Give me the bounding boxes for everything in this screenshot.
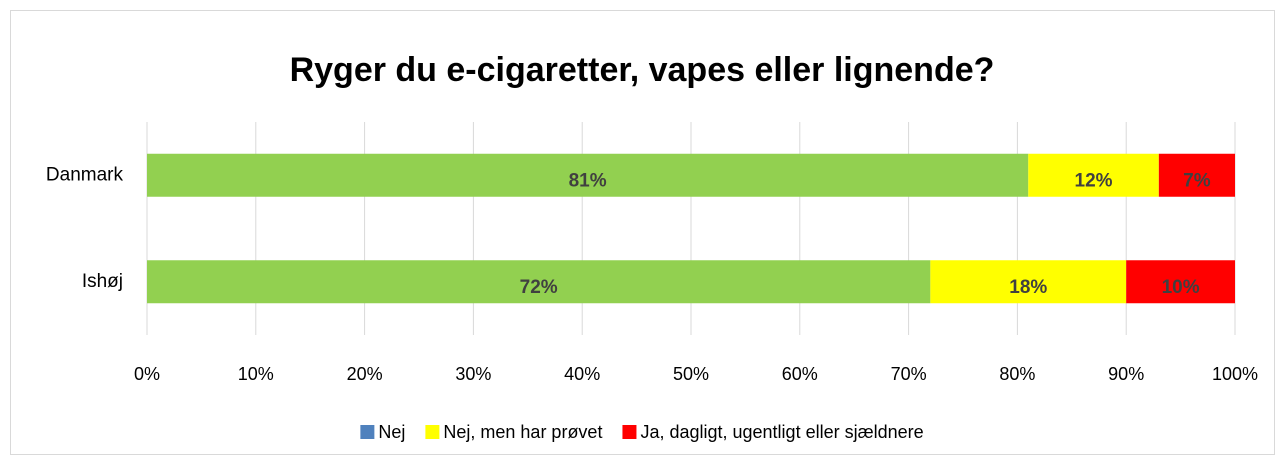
chart-border xyxy=(10,10,1275,455)
x-tick-label: 100% xyxy=(1212,364,1258,384)
bar-segment xyxy=(147,153,1029,197)
bar-segment xyxy=(930,260,1127,304)
legend-label: Nej, men har prøvet xyxy=(443,422,602,442)
data-label: 10% xyxy=(1162,277,1200,298)
x-tick-label: 60% xyxy=(782,364,818,384)
x-tick-label: 70% xyxy=(891,364,927,384)
y-tick-label: Ishøj xyxy=(82,271,123,292)
data-label: 7% xyxy=(1183,170,1211,191)
x-tick-label: 80% xyxy=(999,364,1035,384)
data-label: 18% xyxy=(1009,277,1047,298)
x-tick-label: 20% xyxy=(347,364,383,384)
x-tick-label: 10% xyxy=(238,364,274,384)
data-label: 72% xyxy=(520,277,558,298)
x-tick-label: 30% xyxy=(455,364,491,384)
legend-swatch xyxy=(622,425,637,439)
data-label: 12% xyxy=(1075,170,1113,191)
bar-segment xyxy=(1126,260,1235,304)
x-tick-label: 90% xyxy=(1108,364,1144,384)
legend-label: Ja, dagligt, ugentligt eller sjældnere xyxy=(640,422,923,442)
y-tick-label: Danmark xyxy=(46,164,124,185)
data-label: 81% xyxy=(569,170,607,191)
x-tick-label: 40% xyxy=(564,364,600,384)
legend-swatch xyxy=(425,425,440,439)
x-tick-label: 50% xyxy=(673,364,709,384)
legend-label: Nej xyxy=(378,422,405,442)
x-tick-label: 0% xyxy=(134,364,160,384)
legend-swatch xyxy=(360,425,375,439)
bar-segment xyxy=(1158,153,1235,197)
chart-title: Ryger du e-cigaretter, vapes eller ligne… xyxy=(290,51,995,89)
bar-segment xyxy=(1028,153,1159,197)
bar-segment xyxy=(147,260,931,304)
